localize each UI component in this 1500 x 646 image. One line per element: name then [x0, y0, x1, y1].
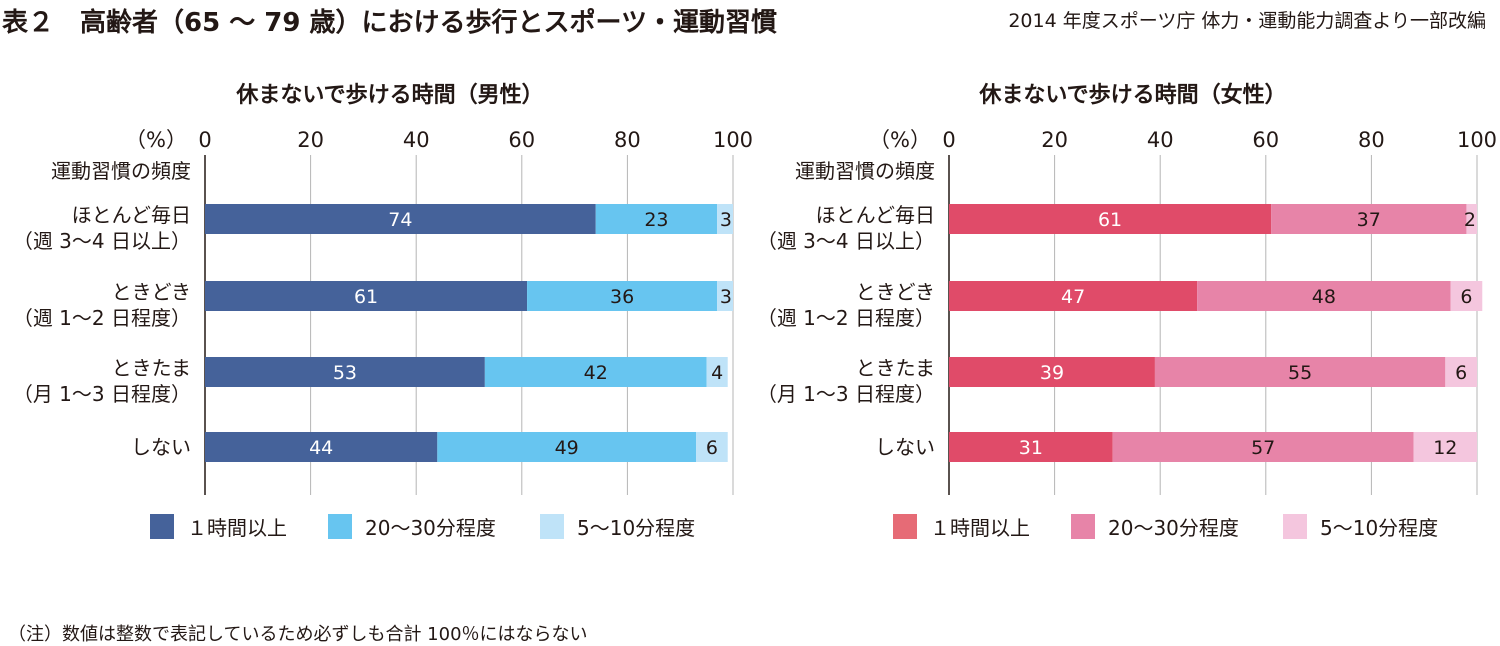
- data-label: 3: [720, 286, 732, 308]
- x-tick-label: 100: [1457, 128, 1497, 152]
- bar-segment: [595, 204, 718, 234]
- bar-segment: [696, 432, 728, 462]
- x-tick-label: 100: [713, 128, 753, 152]
- category-label: （月 1〜3 日程度）: [757, 382, 935, 406]
- data-label: 4: [711, 362, 723, 384]
- category-label: （週 1〜2 日程度）: [757, 306, 935, 330]
- x-tick-label: 20: [1041, 128, 1068, 152]
- data-label: 47: [1061, 286, 1085, 308]
- data-label: 3: [720, 209, 732, 231]
- x-tick-label: 60: [508, 128, 535, 152]
- data-label: 6: [706, 437, 718, 459]
- x-tick-label: 0: [942, 128, 955, 152]
- category-label: ときどき: [856, 280, 935, 304]
- data-label: 44: [309, 437, 333, 459]
- bar-segment: [949, 281, 1198, 311]
- data-label: 42: [584, 362, 608, 384]
- bar-segment: [1466, 204, 1477, 234]
- x-tick-label: 40: [403, 128, 430, 152]
- bar-segment: [205, 432, 438, 462]
- data-label: 39: [1040, 362, 1064, 384]
- x-tick-label: 40: [1147, 128, 1174, 152]
- legend-label: １時間以上: [187, 516, 287, 540]
- category-label: ときどき: [112, 280, 191, 304]
- legend-swatch: [893, 514, 917, 539]
- legend-swatch: [1283, 514, 1307, 539]
- bar-segment: [949, 432, 1113, 462]
- bar-segment: [1445, 357, 1477, 387]
- y-axis-title: 運動習慣の頻度: [795, 159, 935, 183]
- bar-segment: [1197, 281, 1451, 311]
- category-label: しない: [131, 435, 191, 459]
- x-tick-label: 60: [1252, 128, 1279, 152]
- bar-segment: [717, 281, 733, 311]
- x-tick-label: 0: [198, 128, 211, 152]
- legend-swatch: [150, 514, 174, 539]
- bar-segment: [949, 357, 1155, 387]
- bar-segment: [527, 281, 718, 311]
- data-label: 36: [610, 286, 634, 308]
- bar-segment: [1450, 281, 1483, 311]
- bar-segment: [484, 357, 707, 387]
- data-label: 74: [388, 209, 412, 231]
- legend-label: 5〜10分程度: [577, 516, 695, 540]
- bar-segment: [949, 204, 1272, 234]
- data-label: 53: [333, 362, 357, 384]
- data-label: 37: [1357, 209, 1381, 231]
- category-label: （週 3〜4 日以上）: [13, 229, 191, 253]
- y-axis-title: 運動習慣の頻度: [51, 159, 191, 183]
- category-label: （週 3〜4 日以上）: [757, 229, 935, 253]
- data-label: 48: [1312, 286, 1336, 308]
- legend-swatch: [1071, 514, 1095, 539]
- legend-label: １時間以上: [930, 516, 1030, 540]
- source-credit: 2014 年度スポーツ庁 体力・運動能力調査より一部改編: [1008, 10, 1486, 32]
- data-label: 49: [555, 437, 579, 459]
- bar-segment: [437, 432, 697, 462]
- x-tick-label: 80: [614, 128, 641, 152]
- data-label: 55: [1288, 362, 1312, 384]
- data-label: 6: [1460, 286, 1472, 308]
- category-label: ほとんど毎日: [72, 203, 191, 227]
- chart-title: 休まないで歩ける時間（男性）: [235, 83, 543, 108]
- legend-label: 20〜30分程度: [1108, 516, 1239, 540]
- category-label: ほとんど毎日: [816, 203, 935, 227]
- data-label: 2: [1464, 209, 1476, 231]
- chart-title: 休まないで歩ける時間（女性）: [978, 82, 1286, 108]
- category-label: ときたま: [112, 356, 191, 380]
- legend-label: 20〜30分程度: [365, 516, 496, 540]
- bar-segment: [1271, 204, 1467, 234]
- page-title: 表２ 高齢者（65 〜 79 歳）における歩行とスポーツ・運動習慣: [2, 8, 777, 38]
- bar-segment: [205, 357, 485, 387]
- bar-segment: [706, 357, 728, 387]
- bar-segment: [1154, 357, 1446, 387]
- bar-segment: [717, 204, 733, 234]
- category-label: ときたま: [856, 356, 935, 380]
- x-tick-label: 80: [1358, 128, 1385, 152]
- bar-segment: [205, 204, 596, 234]
- data-label: 61: [1098, 209, 1122, 231]
- bar-segment: [1112, 432, 1414, 462]
- legend-swatch: [540, 514, 564, 539]
- x-axis-unit-label: （%）: [869, 128, 931, 152]
- category-label: （月 1〜3 日程度）: [13, 382, 191, 406]
- x-axis-unit-label: （%）: [125, 128, 187, 152]
- legend-label: 5〜10分程度: [1320, 516, 1438, 540]
- data-label: 57: [1251, 437, 1275, 459]
- data-label: 31: [1019, 437, 1043, 459]
- category-label: しない: [875, 435, 935, 459]
- footnote: （注）数値は整数で表記しているため必ずしも合計 100％にはならない: [8, 624, 588, 645]
- category-label: （週 1〜2 日程度）: [13, 306, 191, 330]
- data-label: 6: [1455, 362, 1467, 384]
- bar-segment: [205, 281, 528, 311]
- data-label: 12: [1433, 437, 1457, 459]
- bar-segment: [1413, 432, 1477, 462]
- data-label: 61: [354, 286, 378, 308]
- legend-swatch: [328, 514, 352, 539]
- x-tick-label: 20: [297, 128, 324, 152]
- data-label: 23: [644, 209, 668, 231]
